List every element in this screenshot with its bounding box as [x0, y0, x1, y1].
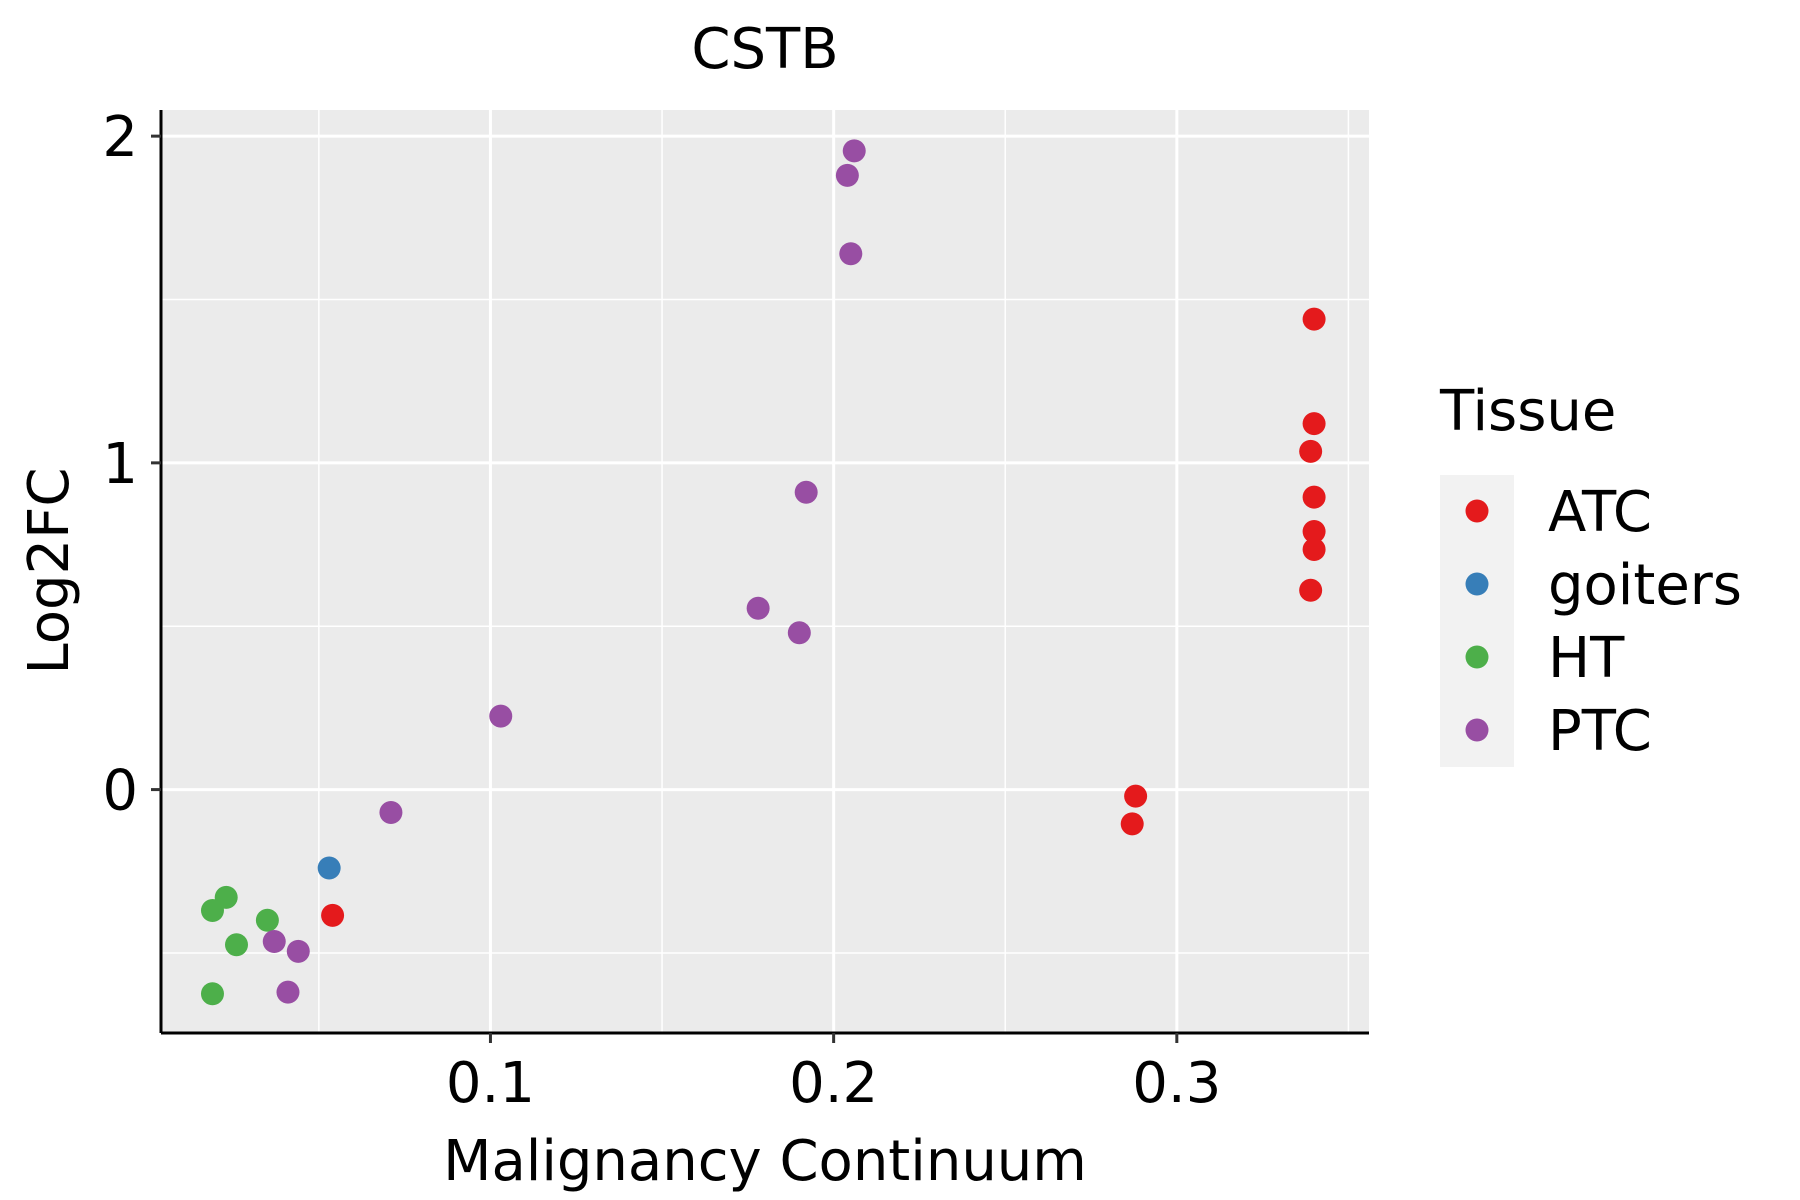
minor-gridlines — [161, 110, 1369, 1033]
data-point-ht — [200, 982, 224, 1006]
y-tick-label: 1 — [102, 432, 138, 497]
x-axis-label: Malignancy Continuum — [443, 1129, 1087, 1194]
x-tick-label: 0.2 — [789, 1051, 878, 1116]
legend: Tissue ATC goiters HT PTC — [1439, 379, 1742, 767]
data-point-goiters — [317, 856, 341, 880]
data-point-ptc — [842, 139, 866, 163]
data-point-atc — [1124, 784, 1148, 808]
x-tick-label: 0.3 — [1132, 1051, 1221, 1116]
y-tick-label: 0 — [102, 759, 138, 824]
data-point-ht — [225, 933, 248, 957]
data-point-atc — [1302, 412, 1326, 436]
data-point-ptc — [276, 980, 300, 1004]
data-point-ptc — [746, 596, 770, 620]
legend-key-goiters — [1465, 572, 1489, 596]
legend-items: ATC goiters HT PTC — [1465, 480, 1742, 764]
legend-label-goiters: goiters — [1548, 553, 1742, 618]
data-point-atc — [1299, 439, 1323, 463]
legend-key-ht — [1465, 645, 1489, 669]
legend-label-ht: HT — [1548, 626, 1625, 691]
x-axis-ticks: 0.1 0.2 0.3 — [446, 1033, 1221, 1116]
data-point-atc — [1302, 307, 1326, 331]
data-point-ptc — [379, 800, 403, 824]
legend-title: Tissue — [1439, 379, 1616, 444]
legend-label-atc: ATC — [1548, 480, 1652, 545]
legend-key-atc — [1465, 499, 1489, 523]
data-point-ptc — [286, 939, 310, 963]
data-point-atc — [1302, 519, 1326, 543]
legend-key-background — [1440, 475, 1514, 767]
y-axis-label: Log2FC — [17, 468, 82, 675]
chart-title: CSTB — [691, 17, 838, 82]
data-point-ptc — [489, 704, 513, 728]
data-point-ht — [255, 908, 279, 932]
plot-panel — [161, 110, 1369, 1033]
data-point-ptc — [794, 480, 818, 504]
data-point-atc — [1120, 812, 1144, 836]
data-point-ptc — [262, 930, 286, 954]
data-point-atc — [1302, 537, 1326, 561]
legend-label-ptc: PTC — [1548, 699, 1652, 764]
data-point-ptc — [839, 242, 863, 266]
data-point-atc — [1299, 578, 1323, 602]
major-gridlines — [161, 110, 1369, 1033]
data-point-ptc — [787, 621, 811, 645]
y-tick-label: 2 — [102, 105, 138, 170]
data-point-ptc — [835, 163, 859, 187]
data-points — [200, 139, 1326, 1006]
y-axis-ticks: 0 1 2 — [102, 105, 161, 824]
data-point-atc — [1302, 485, 1326, 509]
data-point-atc — [321, 903, 345, 927]
data-point-ht — [200, 898, 224, 922]
legend-key-ptc — [1465, 718, 1489, 742]
x-tick-label: 0.1 — [446, 1051, 535, 1116]
